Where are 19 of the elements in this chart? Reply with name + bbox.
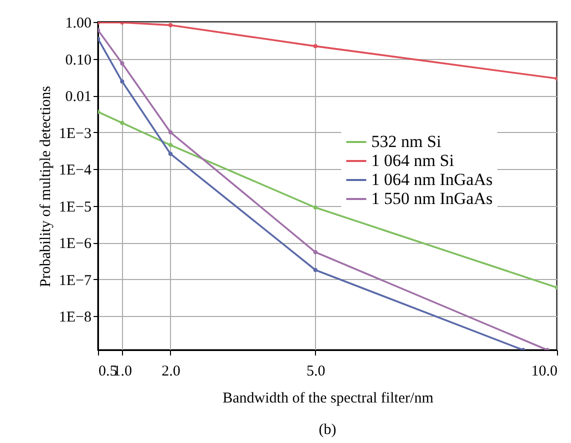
y-tick-label: 0.10 <box>65 52 92 68</box>
x-axis-title: Bandwidth of the spectral filter/nm <box>222 390 434 406</box>
legend-label: 1 550 nm InGaAs <box>371 188 493 208</box>
y-tick-label: 1E−5 <box>58 199 92 216</box>
y-axis-title: Probability of multiple detections <box>38 86 54 288</box>
legend-label: 1 064 nm Si <box>371 150 454 170</box>
y-tick-label: 0.01 <box>65 89 92 106</box>
x-tick-label: 10.0 <box>531 364 558 380</box>
legend-label: 532 nm Si <box>371 132 442 151</box>
y-tick-label: 1E−3 <box>58 126 92 142</box>
legend-label: 1 064 nm InGaAs <box>371 170 493 189</box>
y-tick-label: 1.00 <box>65 16 92 32</box>
x-tick-label: 2.0 <box>162 364 180 380</box>
y-tick-label: 1E−7 <box>58 272 92 289</box>
y-tick-label: 1E−6 <box>58 236 92 252</box>
x-tick-label: 5.0 <box>306 364 326 380</box>
y-tick-label: 1E−8 <box>58 310 92 326</box>
y-tick-label: 1E−4 <box>58 162 92 179</box>
text: (b) <box>318 422 336 438</box>
